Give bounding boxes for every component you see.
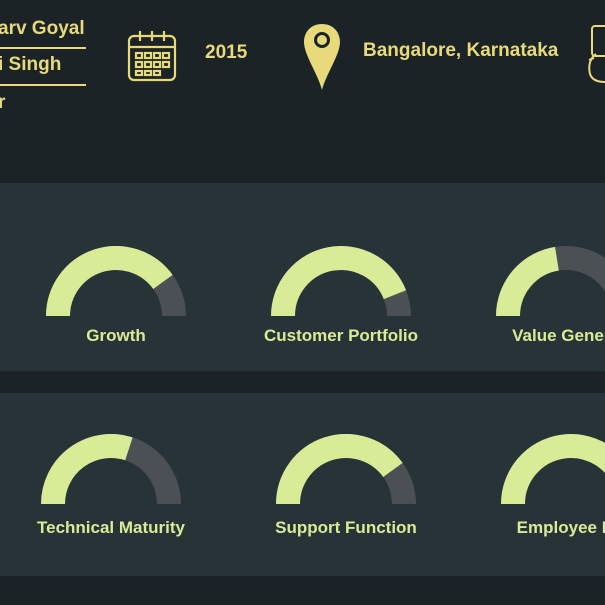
metric-label: Employee Ma — [516, 518, 605, 537]
gauge-chart — [41, 434, 181, 505]
gauge-chart — [276, 434, 416, 505]
gauge-fill — [271, 246, 407, 317]
location-text: Bangalore, Karnataka — [363, 40, 559, 61]
founder-underline — [0, 47, 86, 49]
gauge-chart — [496, 246, 605, 317]
company-header: arv Goyal i Singh r 2015 Bangalore, Karn… — [0, 0, 605, 183]
phone-icon — [588, 25, 605, 83]
location-pin-icon — [304, 24, 340, 90]
metric-label: Technical Maturity — [37, 518, 185, 537]
metric-label: Customer Portfolio — [264, 326, 418, 345]
metric-label: Value Genera — [512, 326, 605, 345]
founder-name: arv Goyal — [0, 18, 85, 39]
founded-year: 2015 — [205, 42, 248, 63]
gauge-chart — [46, 246, 186, 317]
founder-name: i Singh — [0, 54, 62, 75]
gauge-fill — [46, 246, 173, 317]
gauge-fill — [41, 434, 133, 505]
calendar-icon — [127, 31, 177, 82]
gauge-chart — [271, 246, 411, 317]
gauge-fill — [501, 434, 605, 505]
gauge-fill — [276, 434, 403, 505]
founder-underline — [0, 84, 86, 86]
founder-role: r — [0, 92, 6, 113]
metric-label: Growth — [86, 326, 146, 345]
gauge-chart — [501, 434, 605, 505]
gauge-fill — [496, 246, 560, 317]
metric-label: Support Function — [275, 518, 417, 537]
